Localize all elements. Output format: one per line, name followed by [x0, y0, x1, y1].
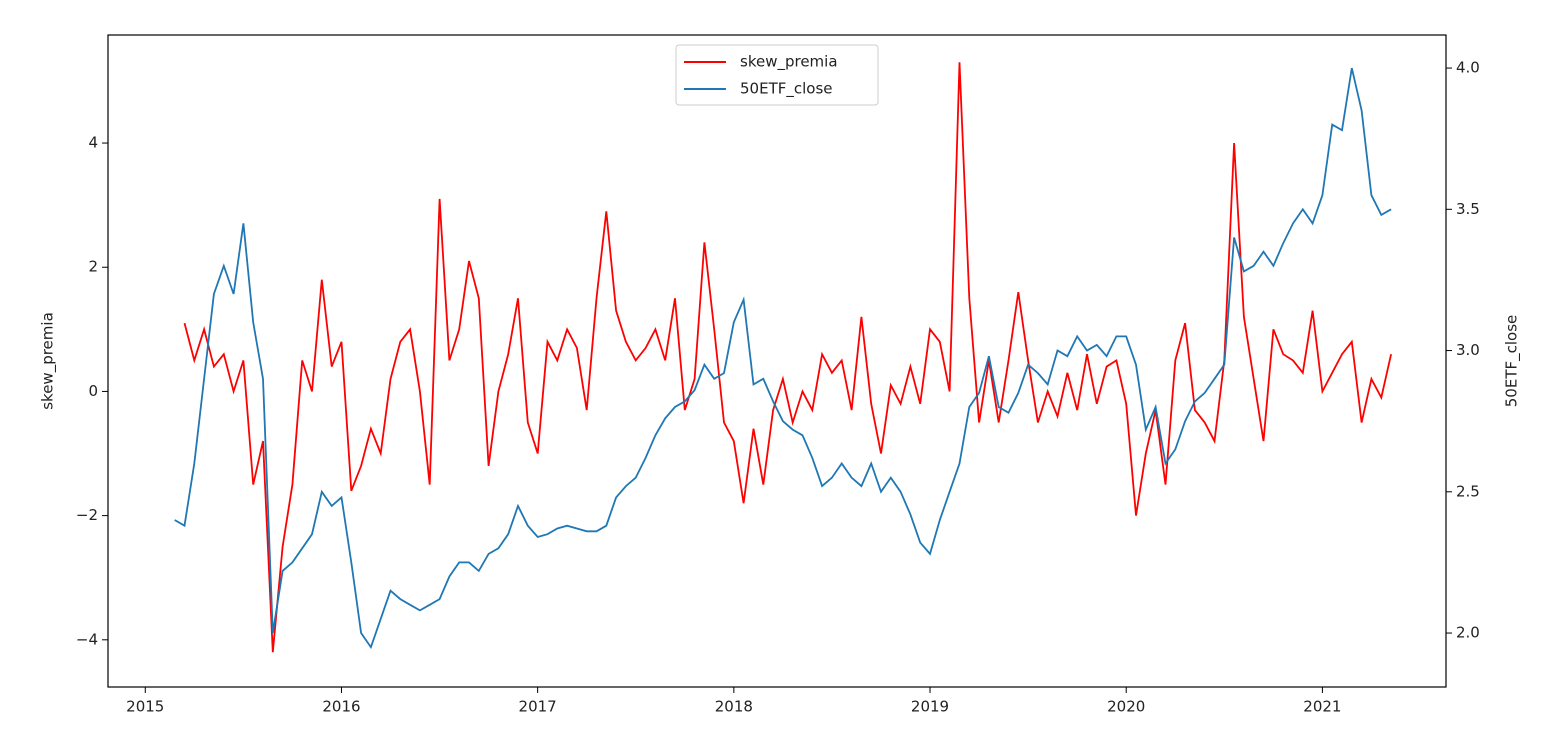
y2-tick-label: 3.0 [1456, 341, 1480, 359]
x-tick-label: 2016 [322, 698, 360, 716]
legend-label: skew_premia [740, 53, 838, 72]
x-tick-label: 2015 [126, 698, 164, 716]
y2-tick-label: 2.0 [1456, 624, 1480, 642]
series-line [183, 62, 1392, 653]
y-tick-label: 4 [88, 134, 98, 152]
legend-label: 50ETF_close [740, 80, 833, 99]
x-tick-label: 2021 [1303, 698, 1341, 716]
x-tick-label: 2018 [715, 698, 753, 716]
y2-tick-label: 3.5 [1456, 200, 1480, 218]
y-tick-label: 2 [88, 258, 98, 276]
plot-frame [107, 34, 1447, 688]
x-tick-label: 2020 [1107, 698, 1145, 716]
x-tick-label: 2017 [519, 698, 557, 716]
y-axis-label: skew_premia [39, 312, 58, 410]
y-tick-label: −4 [76, 630, 98, 648]
y2-axis-label: 50ETF_close [1503, 315, 1522, 408]
series-line [174, 67, 1392, 650]
legend-box [675, 44, 879, 106]
y2-tick-label: 2.5 [1456, 482, 1480, 500]
x-tick-label: 2019 [911, 698, 949, 716]
y2-tick-label: 4.0 [1456, 59, 1480, 77]
y-tick-label: −2 [76, 506, 98, 524]
y-tick-label: 0 [88, 382, 98, 400]
